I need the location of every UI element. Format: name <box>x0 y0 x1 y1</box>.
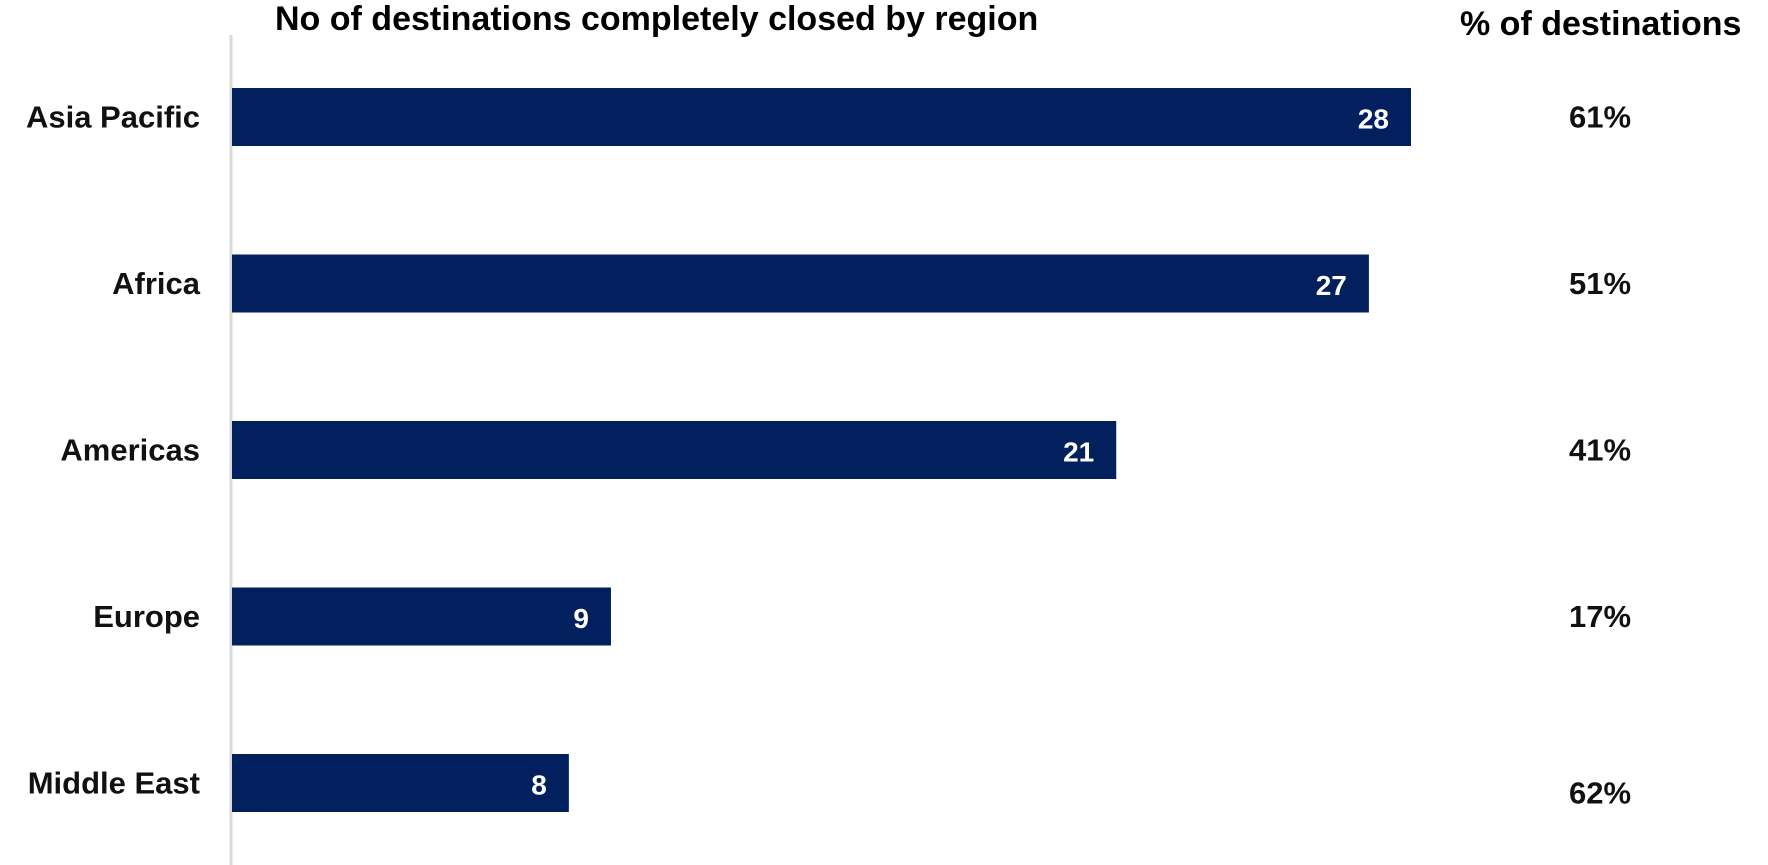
category-label-africa: Africa <box>112 266 201 301</box>
chart-title: No of destinations completely closed by … <box>275 0 1038 38</box>
value-label-middle-east: 8 <box>531 770 547 801</box>
percent-column-header: % of destinations <box>1460 5 1741 43</box>
bar-middle-east <box>232 754 569 812</box>
value-label-europe: 9 <box>573 603 589 634</box>
value-label-africa: 27 <box>1316 270 1347 301</box>
bar-europe <box>232 587 611 646</box>
percent-label-middle-east: 62% <box>1569 776 1631 811</box>
percent-label-americas: 41% <box>1569 433 1631 468</box>
percent-label-africa: 51% <box>1569 266 1631 301</box>
value-label-americas: 21 <box>1063 437 1094 468</box>
bar-americas <box>232 421 1117 479</box>
bar-asia-pacific <box>232 88 1411 146</box>
category-label-europe: Europe <box>93 599 200 634</box>
category-label-middle-east: Middle East <box>28 766 200 801</box>
chart-marks: Asia Pacific 28 61% Africa 27 51% Americas 21 41… <box>26 88 1631 812</box>
category-label-americas: Americas <box>60 433 200 468</box>
percent-label-europe: 17% <box>1569 599 1631 634</box>
value-label-asia-pacific: 28 <box>1358 104 1389 135</box>
percent-label-asia-pacific: 61% <box>1569 100 1631 135</box>
bar-africa <box>232 254 1369 313</box>
category-label-asia-pacific: Asia Pacific <box>26 100 200 135</box>
